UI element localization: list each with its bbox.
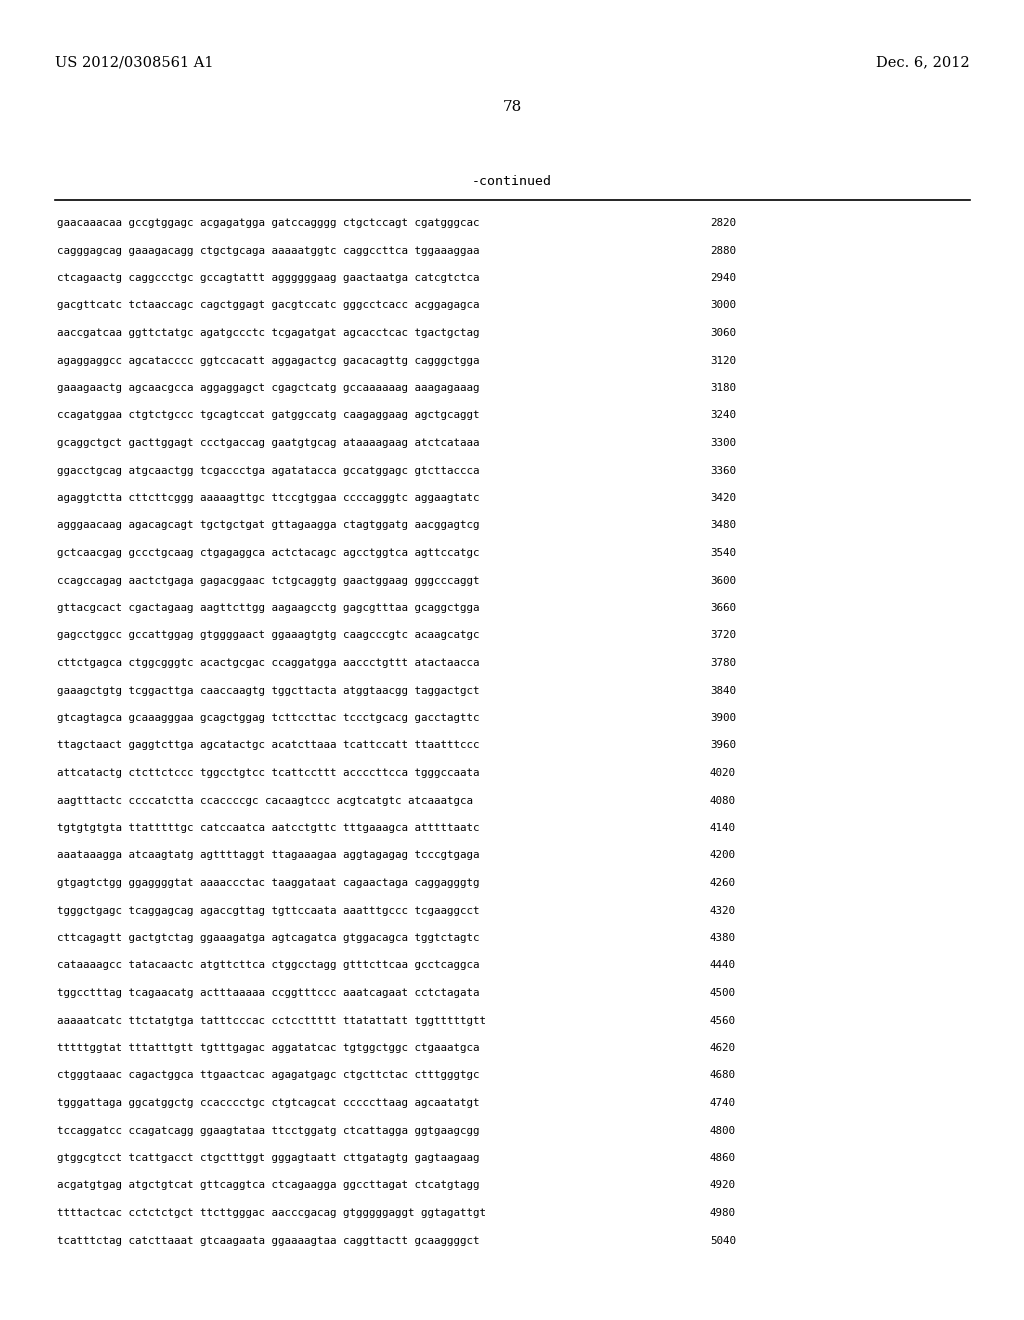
Text: 4140: 4140 (710, 822, 736, 833)
Text: 4080: 4080 (710, 796, 736, 805)
Text: attcatactg ctcttctccc tggcctgtcc tcattccttt accccttcca tgggccaata: attcatactg ctcttctccc tggcctgtcc tcattcc… (57, 768, 479, 777)
Text: gctcaacgag gccctgcaag ctgagaggca actctacagc agcctggtca agttccatgc: gctcaacgag gccctgcaag ctgagaggca actctac… (57, 548, 479, 558)
Text: 4860: 4860 (710, 1152, 736, 1163)
Text: 3660: 3660 (710, 603, 736, 612)
Text: gagcctggcc gccattggag gtggggaact ggaaagtgtg caagcccgtc acaagcatgc: gagcctggcc gccattggag gtggggaact ggaaagt… (57, 631, 479, 640)
Text: agggaacaag agacagcagt tgctgctgat gttagaagga ctagtggatg aacggagtcg: agggaacaag agacagcagt tgctgctgat gttagaa… (57, 520, 479, 531)
Text: gaaagctgtg tcggacttga caaccaagtg tggcttacta atggtaacgg taggactgct: gaaagctgtg tcggacttga caaccaagtg tggctta… (57, 685, 479, 696)
Text: 4440: 4440 (710, 961, 736, 970)
Text: cataaaagcc tatacaactc atgttcttca ctggcctagg gtttcttcaa gcctcaggca: cataaaagcc tatacaactc atgttcttca ctggcct… (57, 961, 479, 970)
Text: 3360: 3360 (710, 466, 736, 475)
Text: 5040: 5040 (710, 1236, 736, 1246)
Text: ttttactcac cctctctgct ttcttgggac aacccgacag gtgggggaggt ggtagattgt: ttttactcac cctctctgct ttcttgggac aacccga… (57, 1208, 486, 1218)
Text: agaggtctta cttcttcggg aaaaagttgc ttccgtggaa ccccagggtc aggaagtatc: agaggtctta cttcttcggg aaaaagttgc ttccgtg… (57, 492, 479, 503)
Text: ttagctaact gaggtcttga agcatactgc acatcttaaa tcattccatt ttaatttccc: ttagctaact gaggtcttga agcatactgc acatctt… (57, 741, 479, 751)
Text: 3120: 3120 (710, 355, 736, 366)
Text: US 2012/0308561 A1: US 2012/0308561 A1 (55, 55, 213, 69)
Text: gttacgcact cgactagaag aagttcttgg aagaagcctg gagcgtttaa gcaggctgga: gttacgcact cgactagaag aagttcttgg aagaagc… (57, 603, 479, 612)
Text: 4500: 4500 (710, 987, 736, 998)
Text: gtgagtctgg ggaggggtat aaaaccctac taaggataat cagaactaga caggagggtg: gtgagtctgg ggaggggtat aaaaccctac taaggat… (57, 878, 479, 888)
Text: 4980: 4980 (710, 1208, 736, 1218)
Text: 3900: 3900 (710, 713, 736, 723)
Text: acgatgtgag atgctgtcat gttcaggtca ctcagaagga ggccttagat ctcatgtagg: acgatgtgag atgctgtcat gttcaggtca ctcagaa… (57, 1180, 479, 1191)
Text: ctgggtaaac cagactggca ttgaactcac agagatgagc ctgcttctac ctttgggtgc: ctgggtaaac cagactggca ttgaactcac agagatg… (57, 1071, 479, 1081)
Text: agaggaggcc agcatacccc ggtccacatt aggagactcg gacacagttg cagggctgga: agaggaggcc agcatacccc ggtccacatt aggagac… (57, 355, 479, 366)
Text: 3240: 3240 (710, 411, 736, 421)
Text: cttcagagtt gactgtctag ggaaagatga agtcagatca gtggacagca tggtctagtc: cttcagagtt gactgtctag ggaaagatga agtcaga… (57, 933, 479, 942)
Text: gaaagaactg agcaacgcca aggaggagct cgagctcatg gccaaaaaag aaagagaaag: gaaagaactg agcaacgcca aggaggagct cgagctc… (57, 383, 479, 393)
Text: 4320: 4320 (710, 906, 736, 916)
Text: 3960: 3960 (710, 741, 736, 751)
Text: 78: 78 (503, 100, 521, 114)
Text: 4920: 4920 (710, 1180, 736, 1191)
Text: tggcctttag tcagaacatg actttaaaaa ccggtttccc aaatcagaat cctctagata: tggcctttag tcagaacatg actttaaaaa ccggttt… (57, 987, 479, 998)
Text: 3600: 3600 (710, 576, 736, 586)
Text: 3480: 3480 (710, 520, 736, 531)
Text: 3060: 3060 (710, 327, 736, 338)
Text: 2820: 2820 (710, 218, 736, 228)
Text: 4260: 4260 (710, 878, 736, 888)
Text: 3180: 3180 (710, 383, 736, 393)
Text: 2880: 2880 (710, 246, 736, 256)
Text: 4800: 4800 (710, 1126, 736, 1135)
Text: ccagccagag aactctgaga gagacggaac tctgcaggtg gaactggaag gggcccaggt: ccagccagag aactctgaga gagacggaac tctgcag… (57, 576, 479, 586)
Text: 3840: 3840 (710, 685, 736, 696)
Text: cttctgagca ctggcgggtc acactgcgac ccaggatgga aaccctgttt atactaacca: cttctgagca ctggcgggtc acactgcgac ccaggat… (57, 657, 479, 668)
Text: Dec. 6, 2012: Dec. 6, 2012 (877, 55, 970, 69)
Text: 4200: 4200 (710, 850, 736, 861)
Text: 4620: 4620 (710, 1043, 736, 1053)
Text: ggacctgcag atgcaactgg tcgaccctga agatatacca gccatggagc gtcttaccca: ggacctgcag atgcaactgg tcgaccctga agatata… (57, 466, 479, 475)
Text: 3300: 3300 (710, 438, 736, 447)
Text: gcaggctgct gacttggagt ccctgaccag gaatgtgcag ataaaagaag atctcataaa: gcaggctgct gacttggagt ccctgaccag gaatgtg… (57, 438, 479, 447)
Text: tccaggatcc ccagatcagg ggaagtataa ttcctggatg ctcattagga ggtgaagcgg: tccaggatcc ccagatcagg ggaagtataa ttcctgg… (57, 1126, 479, 1135)
Text: gtcagtagca gcaaagggaa gcagctggag tcttccttac tccctgcacg gacctagttc: gtcagtagca gcaaagggaa gcagctggag tcttcct… (57, 713, 479, 723)
Text: -continued: -continued (472, 176, 552, 187)
Text: 4380: 4380 (710, 933, 736, 942)
Text: tgggctgagc tcaggagcag agaccgttag tgttccaata aaatttgccc tcgaaggcct: tgggctgagc tcaggagcag agaccgttag tgttcca… (57, 906, 479, 916)
Text: 4020: 4020 (710, 768, 736, 777)
Text: gacgttcatc tctaaccagc cagctggagt gacgtccatc gggcctcacc acggagagca: gacgttcatc tctaaccagc cagctggagt gacgtcc… (57, 301, 479, 310)
Text: 3780: 3780 (710, 657, 736, 668)
Text: tgggattaga ggcatggctg ccacccctgc ctgtcagcat cccccttaag agcaatatgt: tgggattaga ggcatggctg ccacccctgc ctgtcag… (57, 1098, 479, 1107)
Text: aaccgatcaa ggttctatgc agatgccctc tcgagatgat agcacctcac tgactgctag: aaccgatcaa ggttctatgc agatgccctc tcgagat… (57, 327, 479, 338)
Text: cagggagcag gaaagacagg ctgctgcaga aaaaatggtc caggccttca tggaaaggaa: cagggagcag gaaagacagg ctgctgcaga aaaaatg… (57, 246, 479, 256)
Text: 3720: 3720 (710, 631, 736, 640)
Text: 3540: 3540 (710, 548, 736, 558)
Text: 4680: 4680 (710, 1071, 736, 1081)
Text: ctcagaactg caggccctgc gccagtattt aggggggaag gaactaatga catcgtctca: ctcagaactg caggccctgc gccagtattt agggggg… (57, 273, 479, 282)
Text: tcatttctag catcttaaat gtcaagaata ggaaaagtaa caggttactt gcaaggggct: tcatttctag catcttaaat gtcaagaata ggaaaag… (57, 1236, 479, 1246)
Text: aagtttactc ccccatctta ccaccccgc cacaagtccc acgtcatgtc atcaaatgca: aagtttactc ccccatctta ccaccccgc cacaagtc… (57, 796, 473, 805)
Text: 3000: 3000 (710, 301, 736, 310)
Text: gaacaaacaa gccgtggagc acgagatgga gatccagggg ctgctccagt cgatgggcac: gaacaaacaa gccgtggagc acgagatgga gatccag… (57, 218, 479, 228)
Text: aaaaatcatc ttctatgtga tatttcccac cctccttttt ttatattatt tggtttttgtt: aaaaatcatc ttctatgtga tatttcccac cctcctt… (57, 1015, 486, 1026)
Text: 4560: 4560 (710, 1015, 736, 1026)
Text: tttttggtat tttatttgtt tgtttgagac aggatatcac tgtggctggc ctgaaatgca: tttttggtat tttatttgtt tgtttgagac aggatat… (57, 1043, 479, 1053)
Text: aaataaagga atcaagtatg agttttaggt ttagaaagaa aggtagagag tcccgtgaga: aaataaagga atcaagtatg agttttaggt ttagaaa… (57, 850, 479, 861)
Text: 2940: 2940 (710, 273, 736, 282)
Text: gtggcgtcct tcattgacct ctgctttggt gggagtaatt cttgatagtg gagtaagaag: gtggcgtcct tcattgacct ctgctttggt gggagta… (57, 1152, 479, 1163)
Text: tgtgtgtgta ttatttttgc catccaatca aatcctgttc tttgaaagca atttttaatc: tgtgtgtgta ttatttttgc catccaatca aatcctg… (57, 822, 479, 833)
Text: ccagatggaa ctgtctgccc tgcagtccat gatggccatg caagaggaag agctgcaggt: ccagatggaa ctgtctgccc tgcagtccat gatggcc… (57, 411, 479, 421)
Text: 4740: 4740 (710, 1098, 736, 1107)
Text: 3420: 3420 (710, 492, 736, 503)
